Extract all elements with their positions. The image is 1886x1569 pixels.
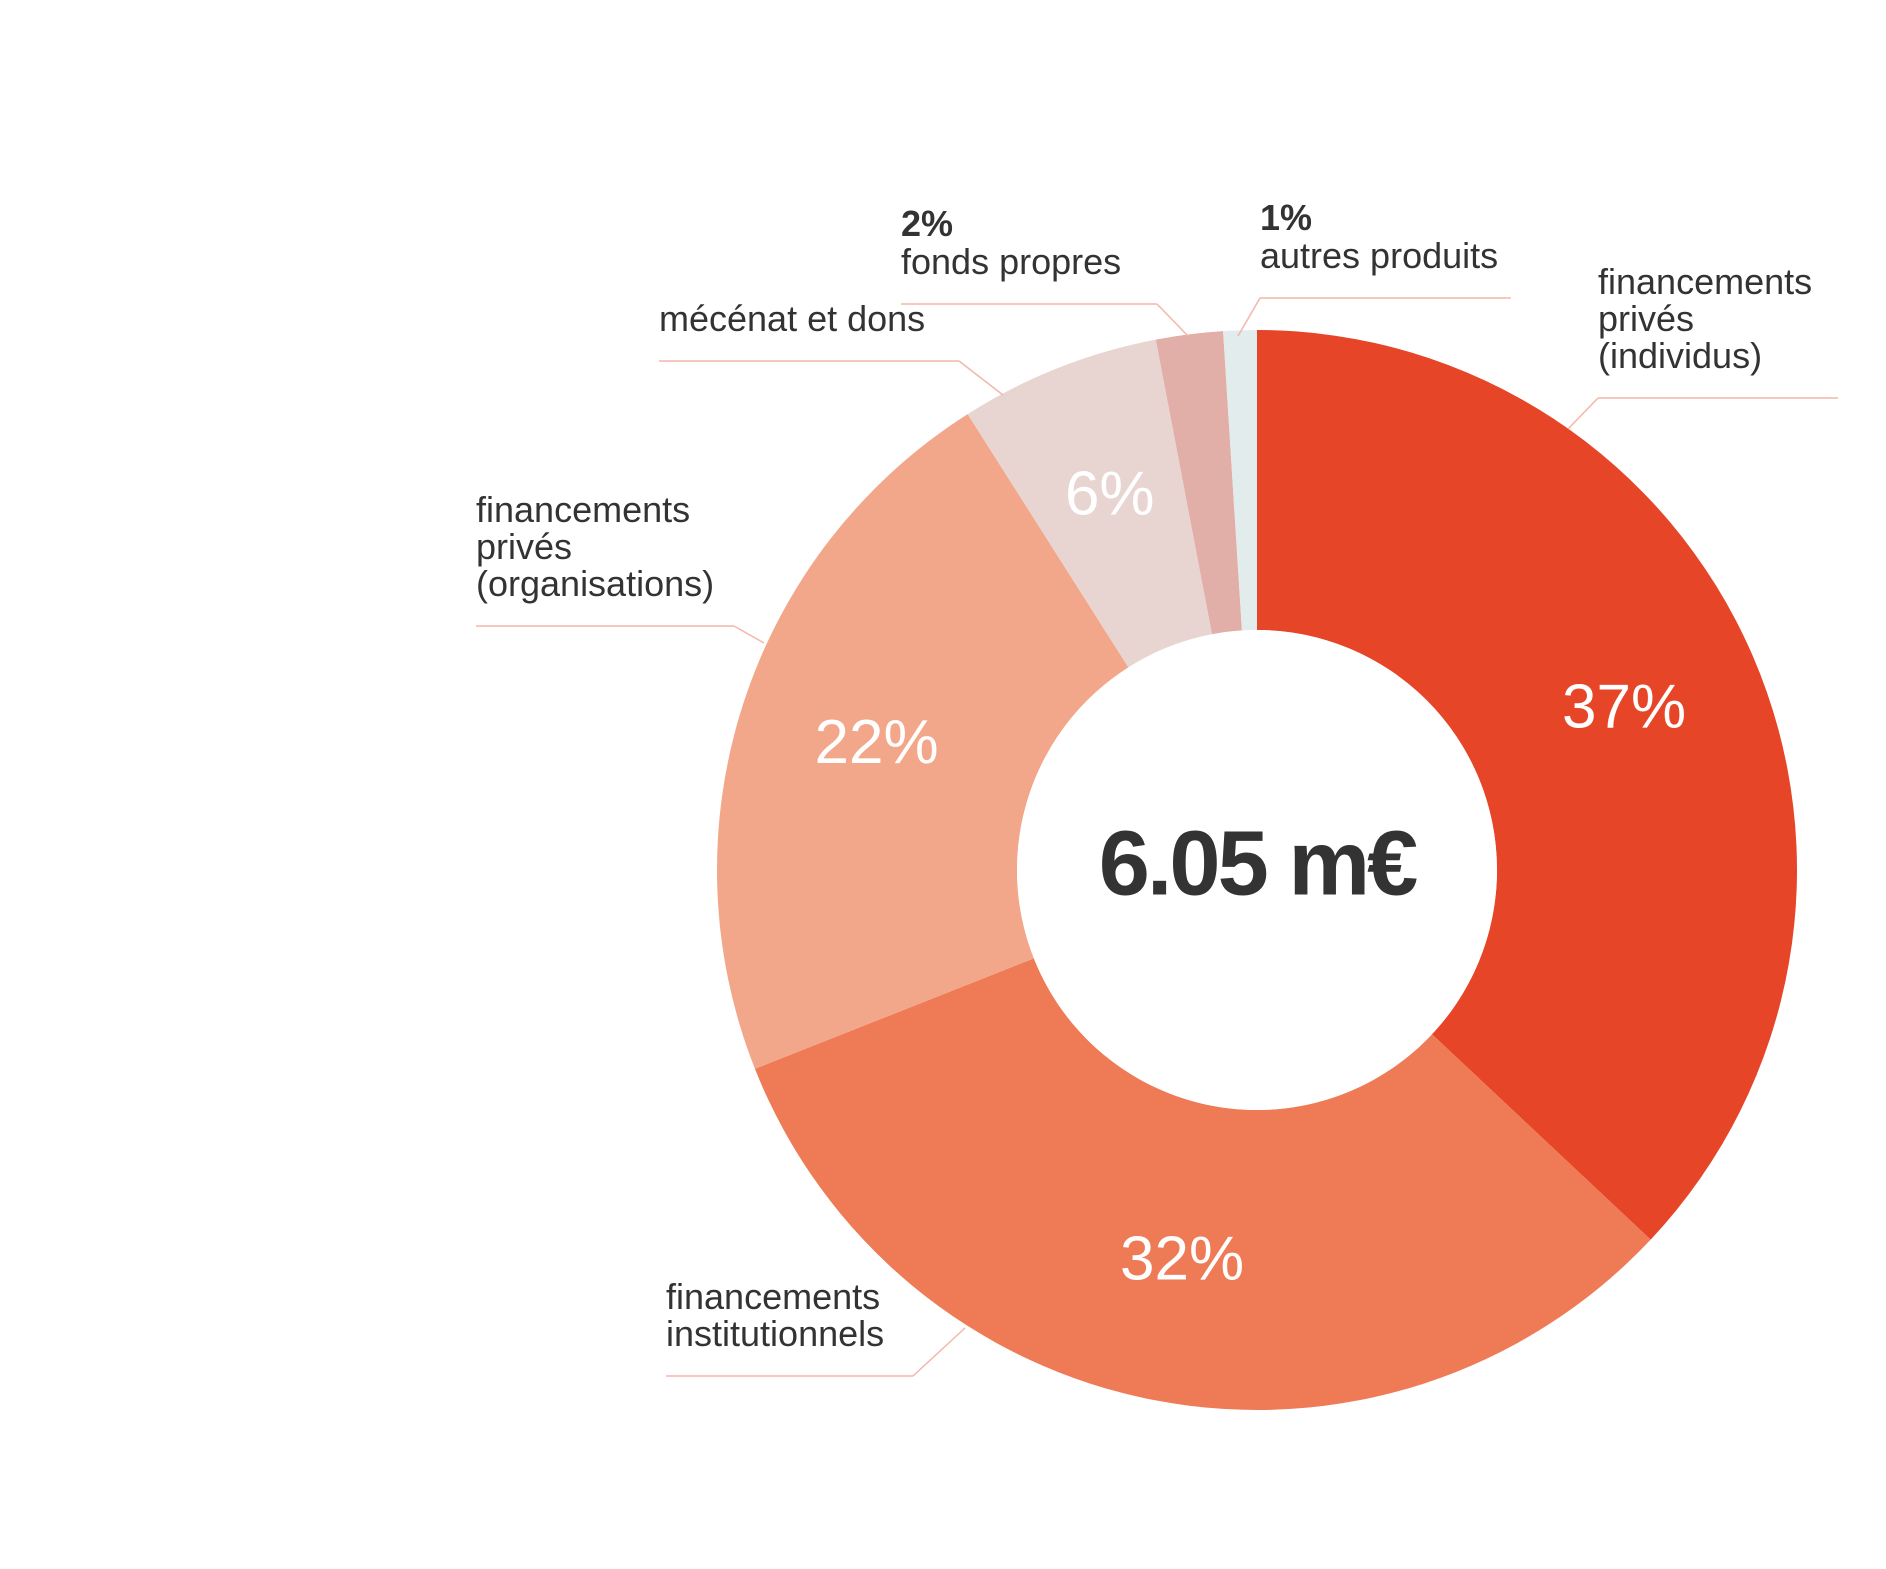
slice-name-line: financements [666, 1276, 880, 1317]
leader-line [1237, 297, 1261, 337]
leader-line [958, 360, 1004, 396]
donut-slice [1257, 330, 1797, 1240]
donut-slice [967, 339, 1213, 668]
slice-name: financements privés (organisations) [476, 489, 714, 604]
slice-name-line: financements [1598, 261, 1812, 302]
slice-name-line: autres produits [1260, 235, 1498, 276]
slice-name-line: mécénat et dons [659, 298, 925, 339]
leader-line [912, 1327, 966, 1377]
slice-name: autres produits [1260, 235, 1498, 276]
donut-hole [1017, 630, 1497, 1110]
slice-name-line: privés [1598, 298, 1694, 339]
leader-line [1567, 397, 1599, 430]
leader-line [733, 625, 765, 644]
slice-name-line: (organisations) [476, 563, 714, 604]
slice-name: fonds propres [901, 241, 1121, 282]
leader-line [1156, 303, 1189, 337]
value-label: 6% [1065, 459, 1155, 528]
slice-name-line: fonds propres [901, 241, 1121, 282]
slice-name: mécénat et dons [659, 298, 925, 339]
slice-name-line: (individus) [1598, 335, 1762, 376]
donut-slice [1223, 330, 1257, 631]
value-label: 2% [901, 203, 953, 244]
value-label: 32% [1120, 1224, 1244, 1293]
donut-slice [1155, 331, 1242, 635]
donut-slice [754, 958, 1651, 1411]
center-label: 6.05 m€ [1099, 812, 1417, 914]
slice-name: financements institutionnels [666, 1276, 884, 1354]
donut-slice [717, 414, 1129, 1069]
slice-name-line: privés [476, 526, 572, 567]
value-label: 37% [1562, 673, 1686, 742]
value-label: 1% [1260, 197, 1312, 238]
slice-name-line: financements [476, 489, 690, 530]
slice-name-line: institutionnels [666, 1313, 884, 1354]
slice-name: financements privés (individus) [1598, 261, 1812, 376]
value-label: 22% [815, 708, 939, 777]
